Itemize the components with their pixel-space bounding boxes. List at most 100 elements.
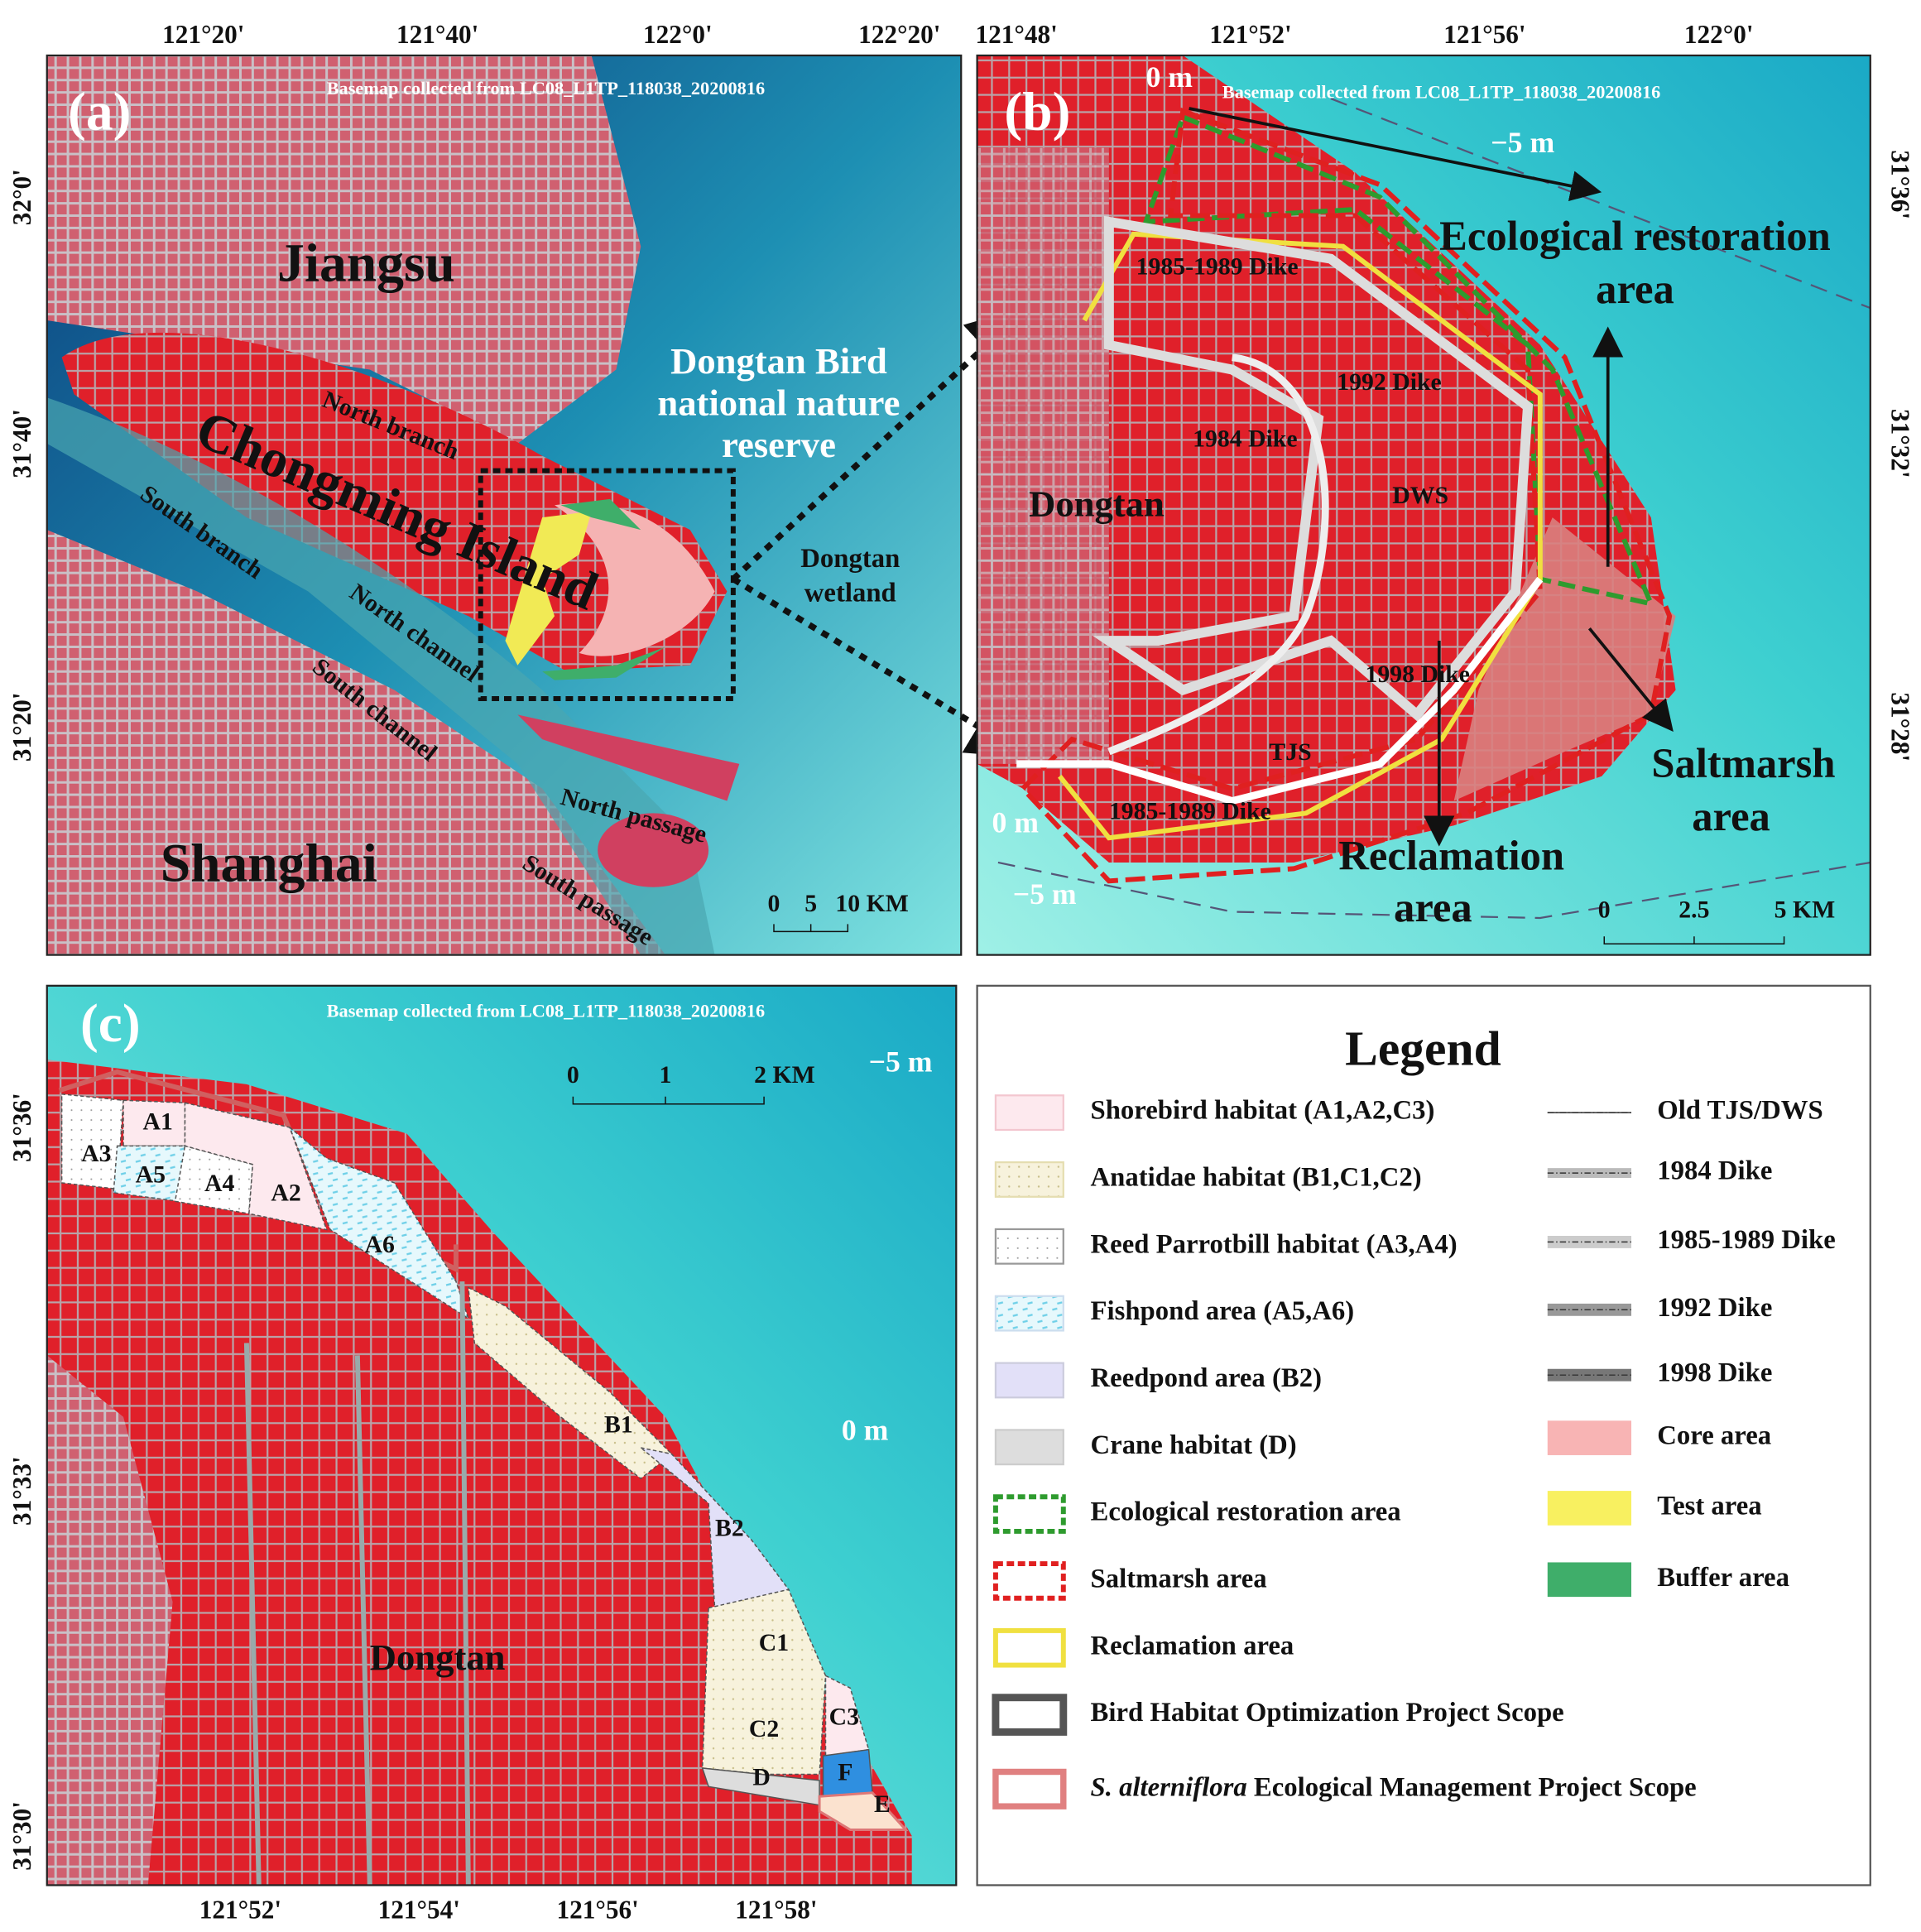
zone-label: D: [752, 1763, 771, 1790]
legend-title: Legend: [1345, 1021, 1501, 1075]
dike-label: TJS: [1269, 738, 1311, 766]
legend-swatch: [992, 1494, 1066, 1534]
area-label: Ecological restoration: [1439, 213, 1831, 259]
place-label: national nature: [657, 382, 900, 423]
place-label: Dongtan: [800, 544, 900, 574]
legend-swatch: [994, 1362, 1064, 1399]
lon-tick: 121°56': [556, 1895, 638, 1924]
zone-label: A6: [364, 1231, 394, 1258]
area-label: Reclamation: [1338, 833, 1564, 879]
legend-swatch: [994, 1295, 1064, 1332]
zone-label: C2: [749, 1715, 779, 1742]
basemap-note: Basemap collected from LC08_L1TP_118038_…: [327, 1001, 765, 1021]
zone-labels: A1 A3 A5 A4 A2 A6 B1 B2 C1 C2 C3 D FE: [81, 1108, 891, 1818]
depth-label: 0 m: [1146, 60, 1193, 94]
scale-label: 2.5: [1678, 896, 1709, 923]
zone-label: C3: [829, 1703, 859, 1730]
legend-label: Bird Habitat Optimization Project Scope: [1091, 1698, 1564, 1728]
legend-label: Reed Parrotbill habitat (A3,A4): [1091, 1229, 1458, 1259]
legend-label: 1984 Dike: [1657, 1156, 1772, 1186]
legend-label: Anatidae habitat (B1,C1,C2): [1091, 1162, 1422, 1192]
lat-tick: 32°0': [7, 169, 36, 225]
dike-label: 1992 Dike: [1337, 368, 1442, 396]
legend-swatch: [994, 1228, 1064, 1265]
basemap-note: Basemap collected from LC08_L1TP_118038_…: [327, 78, 765, 99]
legend-swatch: [1547, 1420, 1631, 1455]
area-label: area: [1596, 266, 1674, 312]
depth-label: −5 m: [869, 1045, 933, 1078]
lon-tick: 121°56': [1443, 20, 1525, 49]
dike-label: DWS: [1392, 482, 1448, 509]
scale-label: 0: [768, 890, 780, 917]
lon-tick: 122°0': [643, 20, 713, 49]
legend-label: Reclamation area: [1091, 1631, 1294, 1660]
dike-label: 1985-1989 Dike: [1109, 797, 1271, 824]
map-image: [46, 55, 962, 955]
lon-tick: 121°20': [162, 20, 244, 49]
dike-label: 1998 Dike: [1365, 661, 1470, 688]
basemap-note: Basemap collected from LC08_L1TP_118038_…: [1222, 81, 1660, 102]
legend-swatch: [1547, 1491, 1631, 1526]
legend-label: Ecological restoration area: [1091, 1497, 1401, 1527]
legend-label: Saltmarsh area: [1091, 1564, 1267, 1593]
place-label: Dongtan: [370, 1636, 506, 1678]
legend-label: 1985-1989 Dike: [1657, 1225, 1836, 1255]
legend-label: 1998 Dike: [1657, 1358, 1772, 1388]
place-label: reserve: [722, 424, 836, 465]
zone-label: A2: [271, 1180, 300, 1207]
zone-label: E: [874, 1790, 891, 1818]
lon-tick: 121°40': [396, 20, 478, 49]
scale-label: 1: [660, 1061, 672, 1089]
place-label: Dongtan Bird: [670, 340, 887, 382]
zone-label: A4: [204, 1170, 234, 1197]
legend-label: Shorebird habitat (A1,A2,C3): [1091, 1096, 1435, 1126]
scale-label: 0: [567, 1061, 579, 1089]
legend-label: Crane habitat (D): [1091, 1430, 1297, 1460]
callout-arrow: [731, 305, 1030, 582]
legend-label: Buffer area: [1657, 1563, 1789, 1593]
zone-label: A1: [143, 1108, 173, 1135]
legend-swatch: [994, 1094, 1064, 1132]
lat-tick: 31°30': [7, 1801, 36, 1871]
place-label: Dongtan: [1029, 483, 1165, 525]
place-label: Jiangsu: [277, 234, 455, 294]
zone-label: A5: [136, 1161, 166, 1188]
lat-tick: 31°28': [1885, 692, 1914, 762]
lat-tick: 31°40': [7, 409, 36, 478]
legend: Legend Shorebird habitat (A1,A2,C3) Anati…: [976, 984, 1871, 1886]
legend-label: Old TJS/DWS: [1657, 1096, 1823, 1126]
legend-label: Test area: [1657, 1491, 1761, 1521]
lon-tick: 122°0': [1684, 20, 1754, 49]
legend-label: Fishpond area (A5,A6): [1091, 1296, 1355, 1326]
place-label: wetland: [804, 578, 896, 608]
lat-tick: 31°33': [7, 1456, 36, 1526]
area-label: area: [1394, 884, 1472, 930]
zone-label: C1: [759, 1629, 789, 1656]
legend-swatch: [994, 1429, 1064, 1466]
depth-label: −5 m: [1013, 877, 1077, 911]
panel-label: (b): [1004, 82, 1070, 142]
lon-tick: 121°54': [378, 1895, 460, 1924]
panel-label: (c): [80, 994, 141, 1054]
lon-tick: 121°48': [976, 20, 1058, 49]
legend-swatch: [1547, 1562, 1631, 1598]
area-label: area: [1692, 793, 1770, 839]
place-label: Shanghai: [161, 834, 377, 893]
zone-label: B1: [604, 1411, 633, 1439]
lon-tick: 121°52': [199, 1895, 281, 1924]
panel-c: (c) Basemap collected from LC08_L1TP_118…: [7, 984, 958, 1924]
area-label: Saltmarsh: [1651, 740, 1835, 786]
panel-a: (a) Basemap collected from LC08_L1TP_118…: [7, 20, 1031, 956]
legend-swatch: [992, 1627, 1066, 1668]
scale-label: 2 KM: [754, 1061, 815, 1089]
depth-label: 0 m: [842, 1413, 889, 1446]
panel-b: (b) Basemap collected from LC08_L1TP_118…: [976, 20, 1914, 956]
legend-label: 1992 Dike: [1657, 1293, 1772, 1323]
scale-label: 5 KM: [1775, 896, 1836, 923]
lat-tick: 31°32': [1885, 409, 1914, 478]
scale-label: 5: [804, 890, 817, 917]
panel-label: (a): [68, 82, 131, 142]
zone-label: A3: [81, 1140, 111, 1167]
legend-label: S. alterniflora Ecological Management Pr…: [1091, 1772, 1697, 1802]
dike-label: 1984 Dike: [1193, 425, 1298, 453]
